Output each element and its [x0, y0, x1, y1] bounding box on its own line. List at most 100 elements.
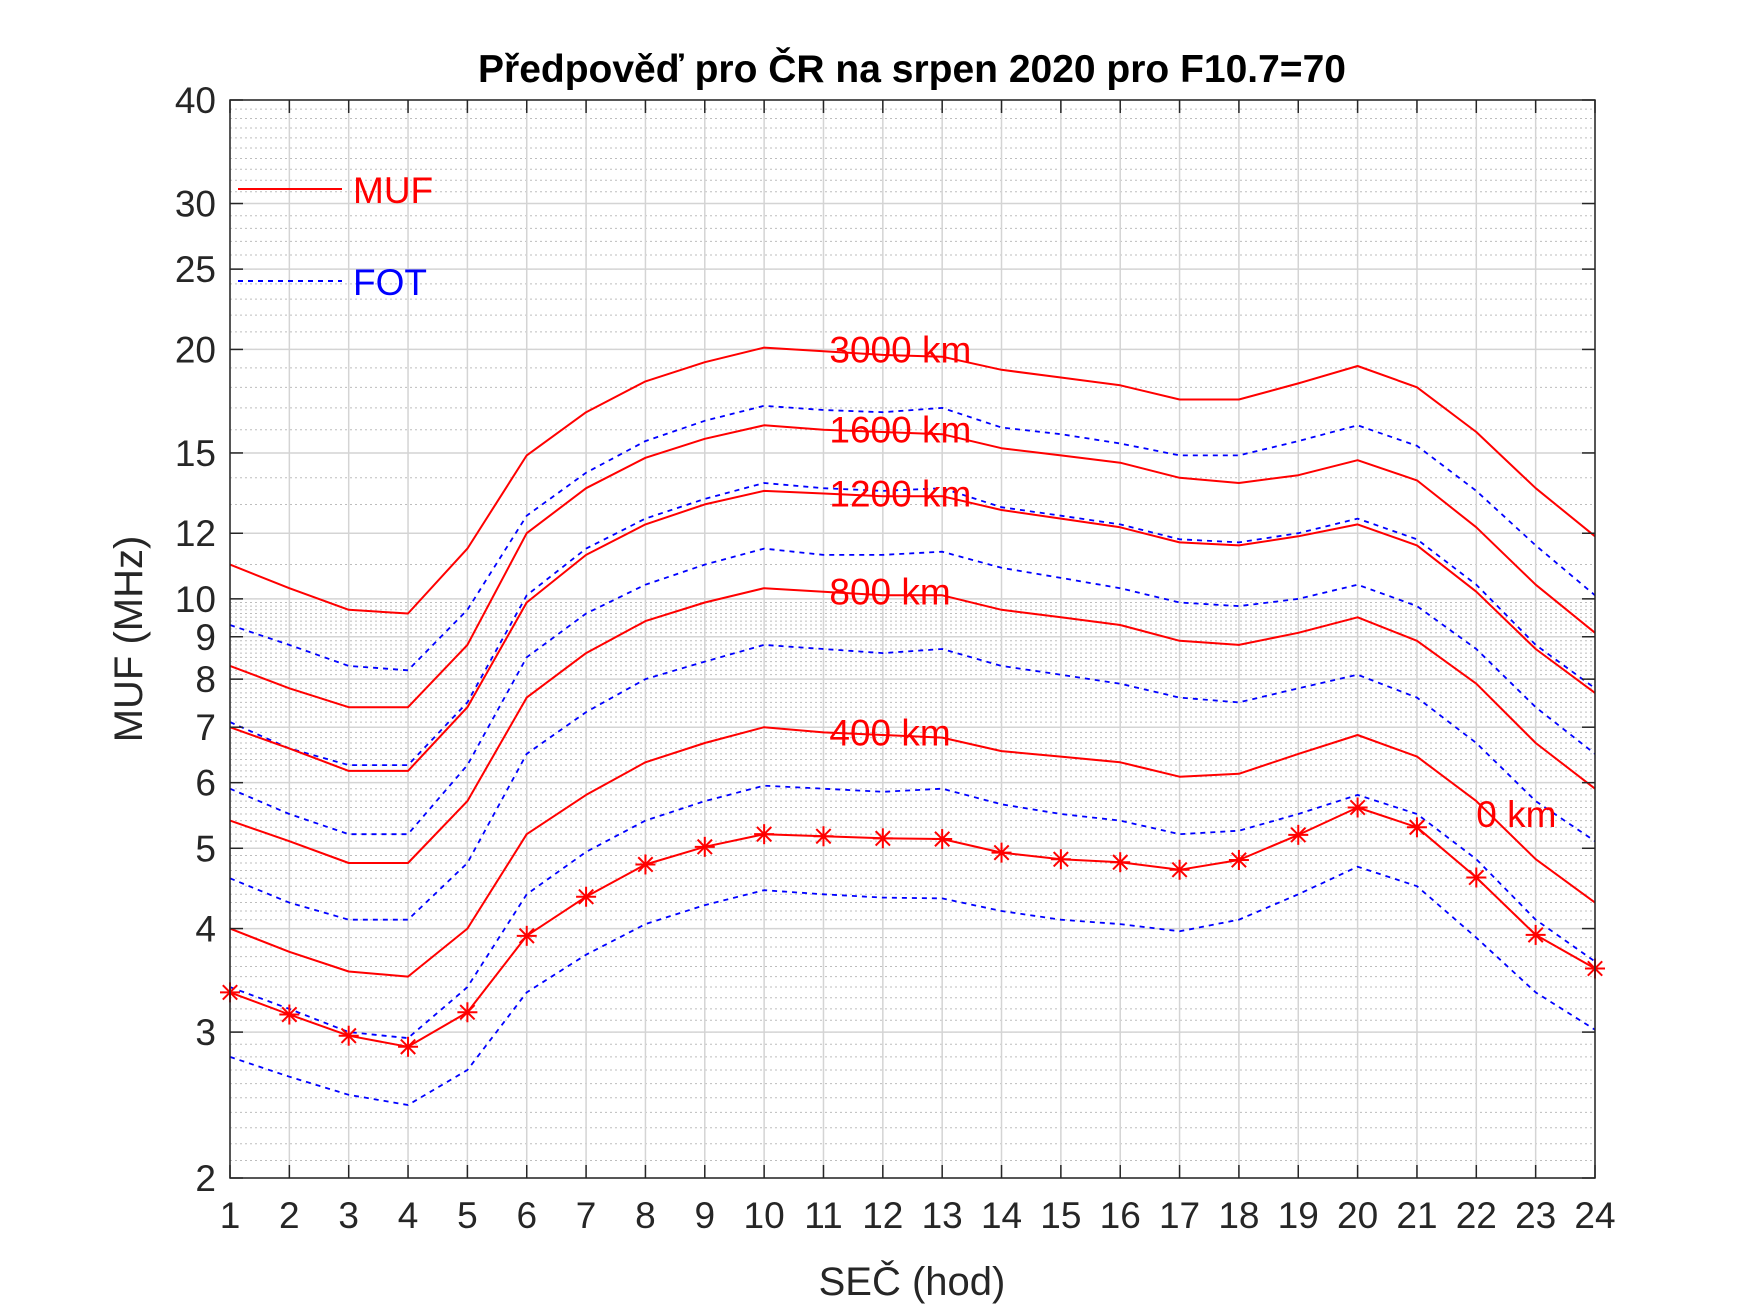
marker-stroke — [1112, 854, 1129, 871]
distance-annotation: 1200 km — [829, 474, 971, 515]
marker-stroke — [874, 830, 891, 847]
marker-stroke — [1052, 851, 1069, 868]
x-tick-label: 20 — [1337, 1195, 1378, 1236]
y-tick-label: 40 — [175, 80, 216, 121]
marker-stroke — [1527, 927, 1544, 943]
marker-stroke — [1171, 861, 1188, 878]
x-tick-label: 14 — [981, 1195, 1022, 1236]
data-point-marker — [754, 824, 775, 845]
marker-stroke — [756, 826, 773, 843]
data-point-marker — [1347, 797, 1368, 818]
marker-stroke — [578, 888, 594, 905]
series-line — [229, 547, 1596, 836]
y-tick-label: 20 — [175, 329, 216, 370]
data-point-marker — [813, 826, 834, 847]
x-tick-label: 1 — [220, 1195, 241, 1236]
y-tick-label: 4 — [195, 909, 216, 950]
marker-stroke — [934, 831, 951, 847]
distance-annotation: 800 km — [829, 572, 950, 613]
marker-stroke — [637, 856, 654, 873]
data-point-marker — [398, 1036, 419, 1057]
y-tick-label: 6 — [195, 763, 216, 804]
x-tick-label: 7 — [576, 1195, 597, 1236]
series-group — [220, 346, 1605, 1106]
data-point-marker — [635, 854, 656, 875]
marker-stroke — [815, 828, 832, 845]
marker-stroke — [518, 927, 535, 944]
series-line — [229, 489, 1596, 772]
legend-label: FOT — [353, 262, 427, 303]
data-point-marker — [516, 925, 537, 946]
series-line — [229, 404, 1596, 672]
x-tick-label: 15 — [1040, 1195, 1081, 1236]
series-line — [229, 806, 1596, 1048]
distance-annotation: 1600 km — [829, 410, 971, 451]
y-tick-label: 12 — [175, 513, 216, 554]
y-tick-label: 25 — [175, 249, 216, 290]
y-tick-label: 5 — [195, 828, 216, 869]
y-tick-label: 9 — [195, 617, 216, 658]
x-tick-label: 9 — [694, 1195, 715, 1236]
series-line — [229, 424, 1596, 709]
x-tick-label: 22 — [1456, 1195, 1497, 1236]
data-point-marker — [1406, 817, 1427, 838]
y-tick-label: 30 — [175, 184, 216, 225]
marker-stroke — [993, 844, 1010, 861]
y-tick-label: 3 — [195, 1012, 216, 1053]
marker-stroke — [281, 1006, 298, 1023]
marker-stroke — [1290, 826, 1307, 843]
plot-area — [230, 100, 1595, 1178]
y-tick-label: 8 — [195, 659, 216, 700]
series-line — [229, 726, 1596, 978]
data-point-marker — [1169, 859, 1190, 880]
y-tick-label: 2 — [195, 1158, 216, 1199]
data-point-marker — [694, 836, 715, 857]
data-point-marker — [457, 1002, 478, 1023]
marker-stroke — [1231, 852, 1247, 868]
marker-stroke — [400, 1038, 416, 1055]
marker-stroke — [1468, 869, 1485, 886]
x-tick-label: 6 — [516, 1195, 537, 1236]
x-tick-label: 11 — [804, 1195, 842, 1236]
marker-stroke — [1409, 819, 1425, 836]
x-tick-label: 12 — [862, 1195, 903, 1236]
data-point-marker — [1050, 849, 1071, 870]
y-tick-label: 10 — [175, 579, 216, 620]
legend: MUF FOT — [238, 170, 433, 303]
data-point-marker — [1466, 867, 1487, 888]
x-tick-label: 3 — [338, 1195, 359, 1236]
x-tick-label: 19 — [1278, 1195, 1319, 1236]
marker-stroke — [1349, 799, 1366, 816]
x-tick-label: 23 — [1515, 1195, 1556, 1236]
data-point-marker — [576, 886, 597, 907]
x-axis-label: SEČ (hod) — [819, 1259, 1006, 1304]
data-point-marker — [279, 1004, 300, 1025]
x-tick-label: 21 — [1396, 1195, 1437, 1236]
data-point-marker — [1525, 924, 1546, 945]
y-tick-label: 15 — [175, 433, 216, 474]
x-tick-label: 2 — [279, 1195, 300, 1236]
data-point-marker — [991, 842, 1012, 863]
series-line — [229, 482, 1596, 766]
series-line — [229, 346, 1596, 615]
x-tick-label: 4 — [398, 1195, 419, 1236]
series-line — [229, 784, 1596, 1039]
annotations: 3000 km 1600 km 1200 km 800 km 400 km 0 km — [829, 329, 1556, 835]
x-tick-label: 17 — [1159, 1195, 1200, 1236]
marker-stroke — [459, 1004, 476, 1021]
chart-title: Předpověď pro ČR na srpen 2020 pro F10.7… — [478, 46, 1346, 91]
data-point-marker — [1288, 824, 1309, 845]
x-tick-label: 18 — [1218, 1195, 1259, 1236]
data-point-marker — [932, 829, 953, 850]
marker-stroke — [340, 1027, 357, 1044]
y-axis-label: MUF (MHz) — [107, 536, 151, 743]
data-point-marker — [1110, 852, 1131, 873]
x-tick-label: 5 — [457, 1195, 478, 1236]
distance-annotation: 400 km — [829, 712, 950, 753]
x-tick-label: 8 — [635, 1195, 656, 1236]
legend-label: MUF — [353, 170, 433, 211]
series-line — [229, 587, 1596, 864]
x-tick-label: 10 — [744, 1195, 785, 1236]
